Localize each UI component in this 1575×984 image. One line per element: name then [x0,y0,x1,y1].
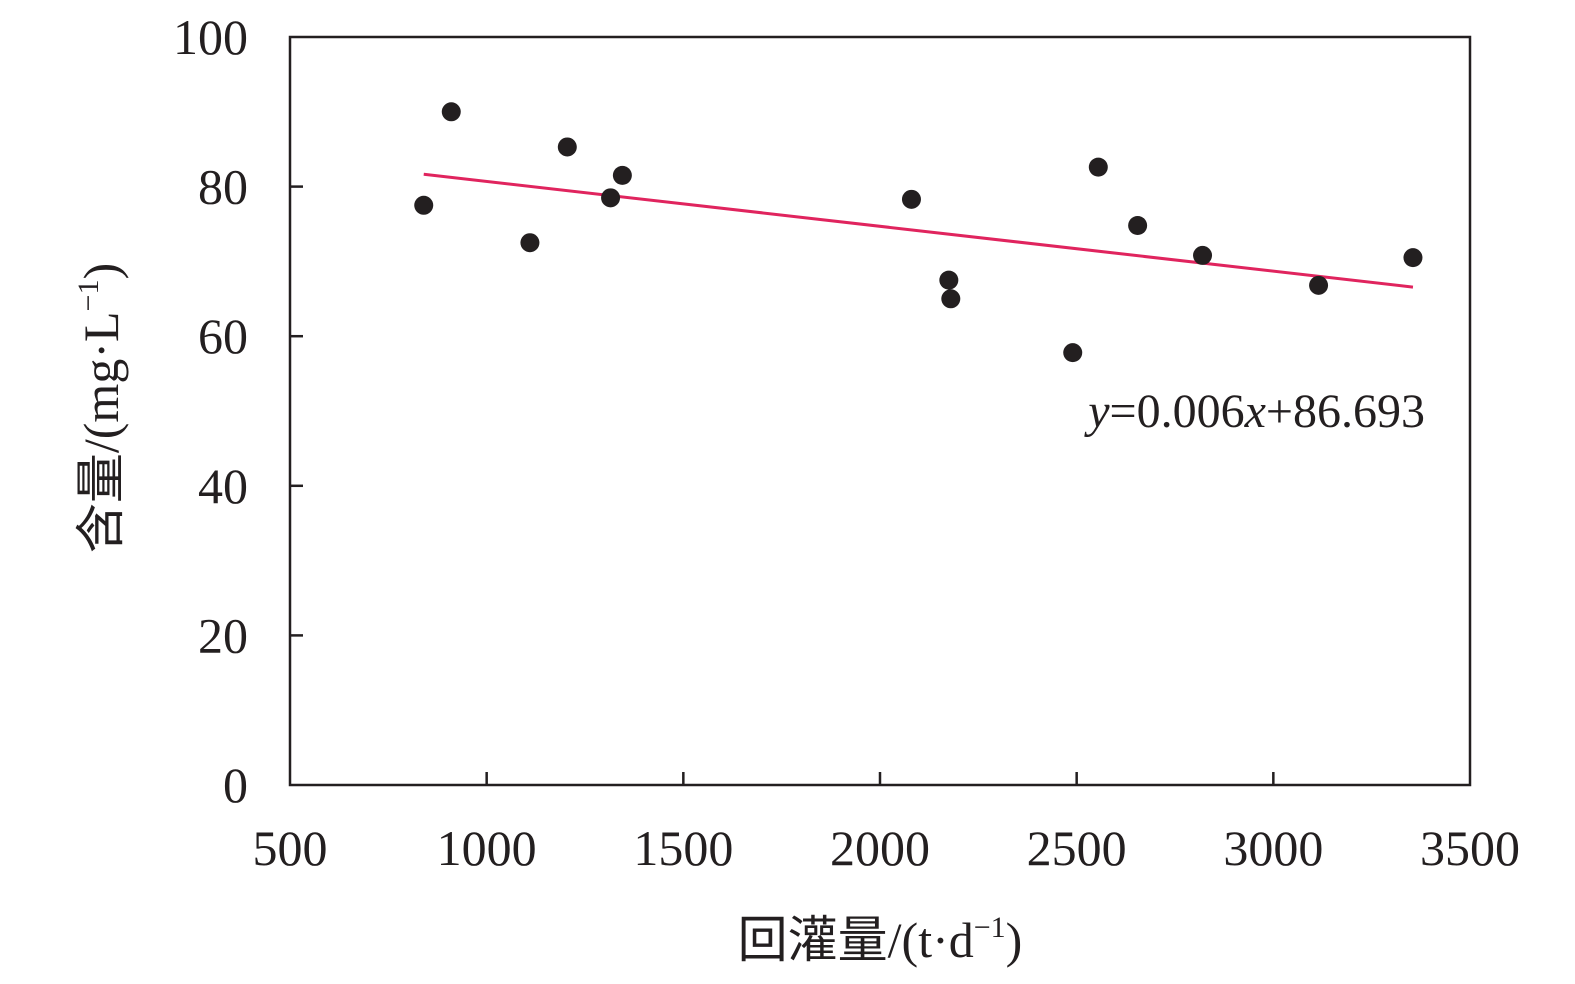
x-tick-label: 1500 [633,820,733,876]
trendline-equation: y=0.006x+86.693 [1083,385,1425,438]
x-tick-label: 2500 [1027,820,1127,876]
data-point [612,165,632,185]
data-point [1309,275,1329,295]
y-tick-label: 60 [198,308,248,364]
x-axis-title: 回灌量/(t·d−1) [738,911,1023,968]
x-tick-label: 2000 [830,820,930,876]
data-points [414,102,1423,363]
x-tick-label: 3500 [1420,820,1520,876]
y-axis-ticks: 0 20 40 60 80 100 [173,9,303,813]
data-point [901,189,921,209]
y-tick-label: 80 [198,159,248,215]
data-point [1193,245,1213,265]
data-point [414,195,434,215]
data-point [441,102,461,122]
y-tick-label: 0 [223,757,248,813]
y-tick-label: 40 [198,458,248,514]
data-point [1128,215,1148,235]
y-tick-label: 20 [198,607,248,663]
data-point [1088,157,1108,177]
data-point [1403,248,1423,268]
x-tick-label: 1000 [437,820,537,876]
trendline [423,172,1414,289]
y-axis-title: 含量/(mg·L−1) [72,263,129,553]
trendline-group [423,172,1414,289]
data-point [941,289,961,309]
data-point [601,188,621,208]
y-tick-label: 100 [173,9,248,65]
x-tick-label: 500 [253,820,328,876]
data-point [520,233,540,253]
x-axis-ticks: 500 1000 1500 2000 2500 3000 3500 [253,772,1520,876]
data-point [939,270,959,290]
data-point [557,137,577,157]
x-tick-label: 3000 [1223,820,1323,876]
data-point [1063,343,1083,363]
